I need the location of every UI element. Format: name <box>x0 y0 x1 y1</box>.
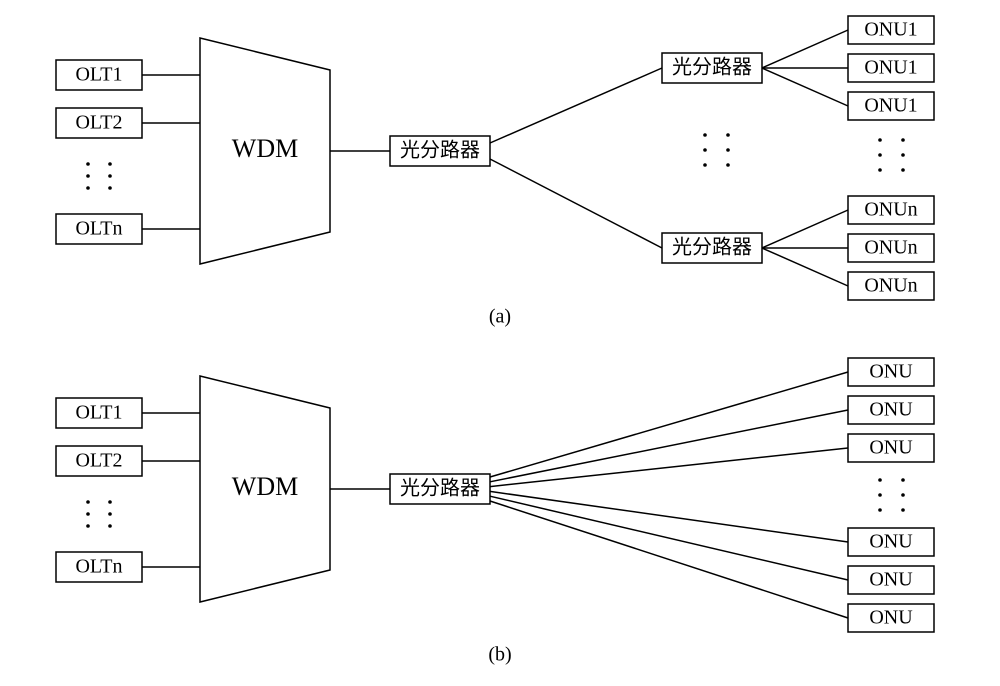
wdm-a-label: WDM <box>232 134 298 163</box>
fan-link-b-3 <box>490 491 848 542</box>
ellipsis-dot <box>901 493 905 497</box>
onu-box-a-0-2-label: ONU1 <box>864 95 917 117</box>
olt-box-a-0-label: OLT1 <box>75 64 122 86</box>
onu-link-a-1-0 <box>762 210 848 248</box>
onu-link-a-0-2 <box>762 68 848 106</box>
fan-link-b-2 <box>490 448 848 487</box>
ellipsis-dot <box>86 524 90 528</box>
onu-box-a-1-0-label: ONUn <box>864 199 917 221</box>
splitter-sec-link-a-0 <box>490 68 662 143</box>
ellipsis-dot <box>901 478 905 482</box>
fan-link-b-5 <box>490 501 848 618</box>
sec-splitter-a-1-label: 光分路器 <box>672 236 752 259</box>
onu-box-a-1-2-label: ONUn <box>864 275 917 297</box>
ellipsis-dot <box>726 148 730 152</box>
ellipsis-dot <box>86 186 90 190</box>
ellipsis-dot <box>901 168 905 172</box>
subfigure-label: (a) <box>489 306 511 328</box>
ellipsis-dot <box>86 512 90 516</box>
main-splitter-b-label: 光分路器 <box>400 477 480 500</box>
ellipsis-dot <box>878 508 882 512</box>
ellipsis-dot <box>86 162 90 166</box>
olt-box-b-2-label: OLTn <box>75 556 122 578</box>
onu-link-a-0-0 <box>762 30 848 68</box>
ellipsis-dot <box>878 478 882 482</box>
sec-splitter-a-0-label: 光分路器 <box>672 56 752 79</box>
ellipsis-dot <box>108 186 112 190</box>
ellipsis-dot <box>901 138 905 142</box>
onu-box-a-0-1-label: ONU1 <box>864 57 917 79</box>
onu-box-a-1-1-label: ONUn <box>864 237 917 259</box>
olt-box-a-1-label: OLT2 <box>75 112 122 134</box>
ellipsis-dot <box>878 138 882 142</box>
onu-box-a-0-0-label: ONU1 <box>864 19 917 41</box>
splitter-sec-link-a-1 <box>490 159 662 248</box>
onu-box-b-2-label: ONU <box>869 437 913 459</box>
ellipsis-dot <box>108 512 112 516</box>
onu-box-b-0-label: ONU <box>869 361 913 383</box>
onu-box-b-1-label: ONU <box>869 399 913 421</box>
ellipsis-dot <box>726 133 730 137</box>
fan-link-b-1 <box>490 410 848 482</box>
subfigure-label: (b) <box>488 644 511 666</box>
onu-box-b-4-label: ONU <box>869 569 913 591</box>
ellipsis-dot <box>703 133 707 137</box>
olt-box-b-0-label: OLT1 <box>75 402 122 424</box>
onu-box-b-3-label: ONU <box>869 531 913 553</box>
onu-link-a-1-2 <box>762 248 848 286</box>
ellipsis-dot <box>878 493 882 497</box>
ellipsis-dot <box>108 162 112 166</box>
fan-link-b-0 <box>490 372 848 477</box>
ellipsis-dot <box>726 163 730 167</box>
ellipsis-dot <box>703 148 707 152</box>
diagram-canvas: OLT1OLT2OLTnWDM光分路器光分路器光分路器ONU1ONU1ONU1O… <box>0 0 1000 686</box>
onu-box-b-5-label: ONU <box>869 607 913 629</box>
fan-link-b-4 <box>490 496 848 580</box>
ellipsis-dot <box>878 168 882 172</box>
ellipsis-dot <box>108 524 112 528</box>
ellipsis-dot <box>108 174 112 178</box>
ellipsis-dot <box>86 174 90 178</box>
ellipsis-dot <box>878 153 882 157</box>
main-splitter-a-label: 光分路器 <box>400 139 480 162</box>
ellipsis-dot <box>86 500 90 504</box>
ellipsis-dot <box>901 508 905 512</box>
ellipsis-dot <box>108 500 112 504</box>
ellipsis-dot <box>901 153 905 157</box>
wdm-b-label: WDM <box>232 472 298 501</box>
olt-box-b-1-label: OLT2 <box>75 450 122 472</box>
ellipsis-dot <box>703 163 707 167</box>
olt-box-a-2-label: OLTn <box>75 218 122 240</box>
